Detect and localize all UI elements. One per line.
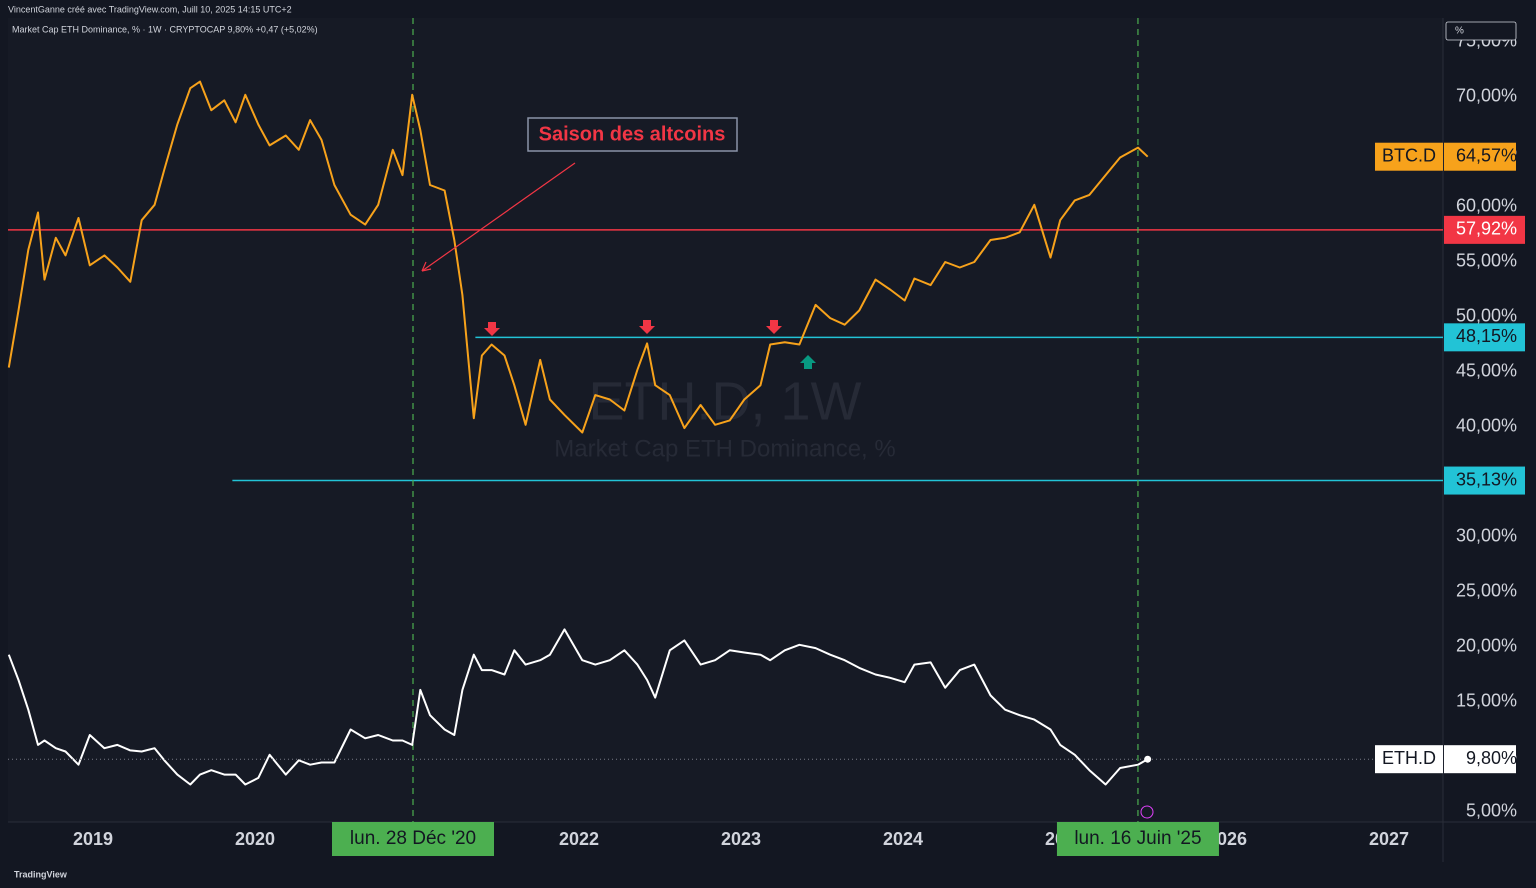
- annotation-box: [527, 117, 738, 152]
- series-name-box: [1375, 745, 1443, 774]
- x-tick-label: 2024: [883, 829, 923, 849]
- crosshair-label-box: [1056, 822, 1219, 856]
- x-tick-label: 2022: [559, 829, 599, 849]
- last-value-box: [1444, 142, 1516, 171]
- arrow-down: [639, 320, 655, 334]
- y-tick-label: 25,00%: [1456, 581, 1517, 601]
- crosshair-label: lun. 16 Juin '25: [1074, 828, 1201, 849]
- annotation-text: Saison des altcoins: [539, 123, 726, 145]
- annotation-arrow: [421, 162, 576, 272]
- y-tick-label: 5,00%: [1466, 801, 1517, 821]
- level-label: 57,92%: [1456, 219, 1517, 239]
- legend-line: Market Cap ETH Dominance, % · 1W · CRYPT…: [12, 24, 318, 34]
- level-label: 48,15%: [1456, 326, 1517, 346]
- legend-entry: ETH.D: [1382, 748, 1436, 768]
- y-tick-label: 50,00%: [1456, 306, 1517, 326]
- y-tick-label: 20,00%: [1456, 636, 1517, 656]
- event-icon: [1140, 805, 1154, 819]
- x-tick-label: 2027: [1369, 829, 1409, 849]
- y-tick-label: 15,00%: [1456, 691, 1517, 711]
- level-label-box: [1444, 323, 1525, 352]
- level-label-box: [1444, 215, 1525, 244]
- crosshair-label: lun. 28 Déc '20: [350, 828, 476, 849]
- arrow-down: [484, 322, 500, 336]
- level-label-box: [1444, 466, 1525, 495]
- arrow-up: [800, 355, 816, 369]
- series-name-box: [1375, 142, 1443, 171]
- x-tick-label: 2020: [235, 829, 275, 849]
- author-line: VincentGanne créé avec TradingView.com, …: [8, 4, 292, 14]
- last-point: [1144, 755, 1152, 763]
- annotation-arrowhead: [421, 261, 432, 272]
- last-value-label: 9,80%: [1466, 748, 1517, 768]
- axis-unit: %: [1455, 26, 1464, 37]
- y-tick-label: 55,00%: [1456, 251, 1517, 271]
- y-tick-label: 30,00%: [1456, 526, 1517, 546]
- x-tick-label: 2019: [73, 829, 113, 849]
- watermark-subtitle: Market Cap ETH Dominance, %: [554, 435, 895, 462]
- y-tick-label: 70,00%: [1456, 86, 1517, 106]
- plot-area: [8, 18, 1443, 822]
- series-line: [7, 80, 1149, 434]
- footer: TradingView: [14, 869, 68, 879]
- y-tick-label: 40,00%: [1456, 416, 1517, 436]
- last-value-box: [1444, 745, 1516, 774]
- last-value-label: 64,57%: [1456, 145, 1517, 165]
- unit-box: [1445, 21, 1517, 41]
- arrow-down: [766, 320, 782, 334]
- x-tick-label: 2023: [721, 829, 761, 849]
- price-labels: 57,92% 48,15% 35,13% BTC.D 64,57% ETH.D 9,80% l…: [332, 142, 1525, 856]
- level-label: 35,13%: [1456, 469, 1517, 489]
- y-tick-label: 45,00%: [1456, 361, 1517, 381]
- legend-entry: BTC.D: [1382, 145, 1436, 165]
- series-line: [7, 628, 1149, 786]
- crosshair-label-box: [332, 822, 495, 856]
- y-tick-label: 60,00%: [1456, 196, 1517, 216]
